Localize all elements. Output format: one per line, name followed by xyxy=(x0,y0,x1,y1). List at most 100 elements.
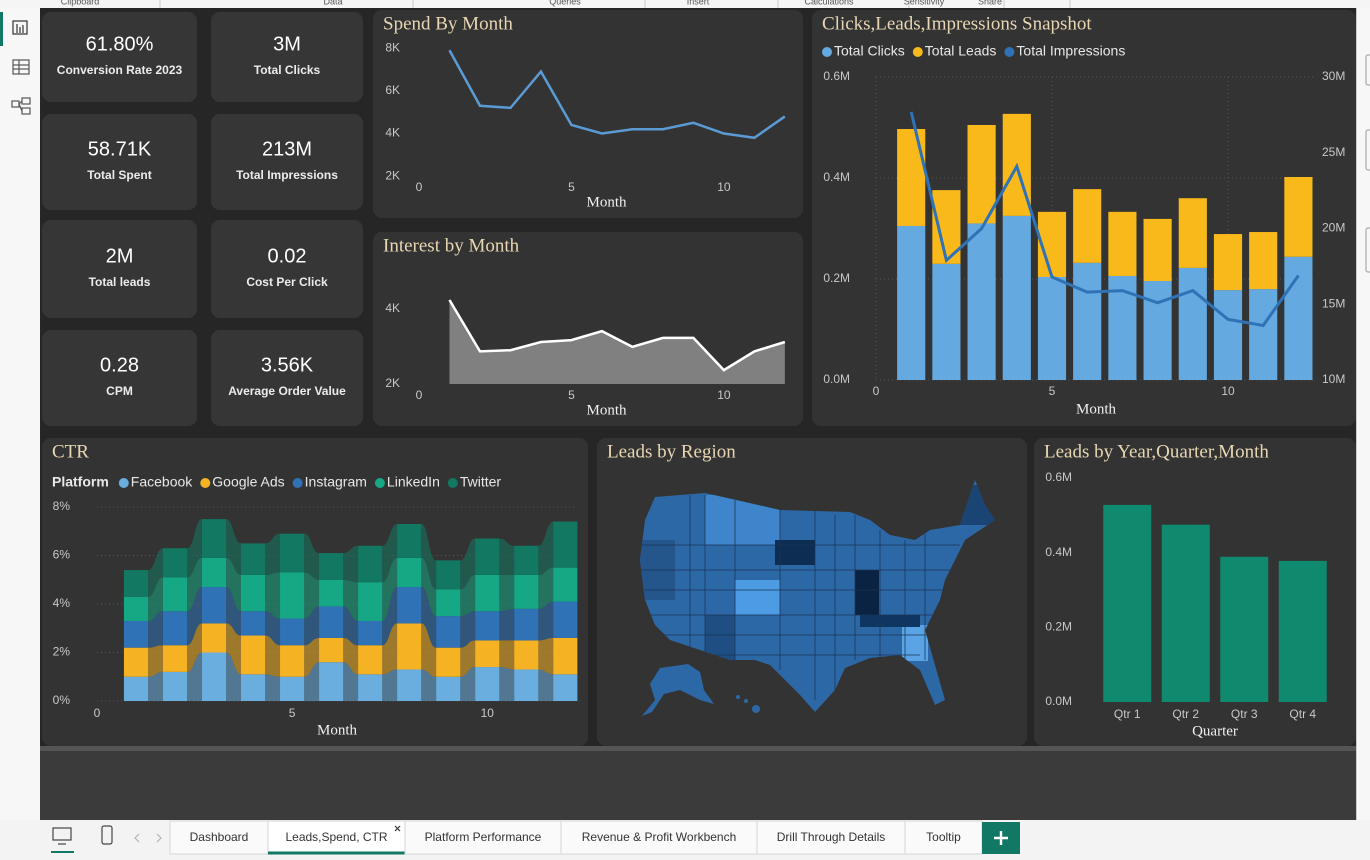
y-tick-label: 6K xyxy=(385,83,400,97)
ribbon-band xyxy=(343,545,359,583)
scroll-left[interactable] xyxy=(134,833,140,843)
pane-field[interactable] xyxy=(1365,54,1370,86)
bar-segment xyxy=(897,225,926,380)
bar-segment xyxy=(1108,211,1137,276)
pane-field[interactable] xyxy=(1365,129,1370,171)
bar xyxy=(1278,560,1327,702)
ribbon-segment xyxy=(436,589,461,617)
kpi-label: Conversion Rate 2023 xyxy=(57,63,183,77)
ribbon-band xyxy=(421,623,437,677)
bar xyxy=(1161,524,1210,702)
map-region xyxy=(860,615,920,627)
active-indicator xyxy=(0,12,3,46)
scroll-right[interactable] xyxy=(156,833,162,843)
ribbon-segment xyxy=(358,674,383,701)
ribbon-segment xyxy=(397,587,422,624)
ribbon-segment xyxy=(319,553,344,580)
ribbon-band xyxy=(148,671,163,701)
ribbon-band xyxy=(421,523,437,590)
close-tab-icon[interactable] xyxy=(394,825,401,832)
ribbon-segment xyxy=(123,570,149,597)
kpi-card xyxy=(42,330,197,426)
ribbon-segment xyxy=(319,579,344,607)
ribbon-segment xyxy=(319,662,344,701)
kpi-value: 213M xyxy=(262,138,312,160)
ribbon-segment xyxy=(475,611,500,641)
map-region xyxy=(775,540,815,565)
kpi-label: Total Impressions xyxy=(236,168,338,182)
report-view-icon[interactable] xyxy=(12,20,28,35)
ribbon-segment xyxy=(436,647,461,677)
kpi-value: 0.28 xyxy=(100,354,139,376)
legend-title: Platform xyxy=(52,474,109,490)
ribbon-band xyxy=(499,608,515,641)
legend-label: Facebook xyxy=(131,474,193,490)
ribbon-band xyxy=(499,667,515,701)
x-tick-label: Qtr 4 xyxy=(1289,707,1316,721)
ribbon-band xyxy=(304,637,320,677)
visual-panel xyxy=(373,232,803,426)
table-view-icon[interactable] xyxy=(12,59,30,75)
legend-swatch xyxy=(1004,47,1015,57)
page-tab-label: Leads,Spend, CTR xyxy=(285,830,387,844)
bar-segment xyxy=(1284,256,1313,380)
kpi-card xyxy=(42,114,197,210)
bar-segment xyxy=(897,129,926,226)
mobile-view-icon[interactable] xyxy=(101,825,113,845)
kpi-card xyxy=(211,330,363,426)
ribbon-band xyxy=(226,587,241,636)
kpi-value: 3.56K xyxy=(261,354,314,376)
ribbon-segment xyxy=(123,676,149,701)
ribbon-segment xyxy=(397,557,422,588)
kpi-label: Total Spent xyxy=(87,168,151,182)
left-nav xyxy=(0,8,40,820)
ribbon-segment xyxy=(280,645,305,677)
ribbon-band xyxy=(187,557,202,612)
ribbon-band xyxy=(265,572,281,619)
ribbon-segment xyxy=(397,523,422,558)
bar-segment xyxy=(1178,198,1207,268)
x-tick-label: 5 xyxy=(568,388,575,402)
y2-tick-label: 30M xyxy=(1322,69,1345,83)
ribbon-segment xyxy=(397,669,422,701)
pane-field[interactable] xyxy=(1365,227,1370,273)
canvas-edge xyxy=(40,746,1356,751)
y-tick-label: 0.6M xyxy=(1045,470,1072,484)
visual-title: CTR xyxy=(52,441,89,462)
kpi-value: 58.71K xyxy=(88,138,152,160)
desktop-view-icon[interactable] xyxy=(52,827,72,845)
bar-segment xyxy=(1073,189,1102,263)
ribbon-band xyxy=(460,640,476,677)
ribbon-band xyxy=(499,574,515,612)
ribbon-band xyxy=(538,669,554,701)
y2-tick-label: 10M xyxy=(1322,372,1345,386)
map-region xyxy=(902,625,928,661)
ribbon-band xyxy=(460,611,476,648)
page-tab[interactable] xyxy=(904,820,983,855)
legend-label: Total Impressions xyxy=(1016,43,1125,59)
ribbon-segment xyxy=(514,608,539,641)
ribbon-band xyxy=(421,587,437,648)
y2-tick-label: 25M xyxy=(1322,145,1345,159)
ribbon-segment xyxy=(358,645,383,675)
ribbon-segment xyxy=(201,652,227,701)
kpi-label: Average Order Value xyxy=(228,384,346,398)
ribbon-band xyxy=(187,587,202,646)
kpi-label: Total leads xyxy=(89,275,151,289)
kpi-card xyxy=(211,220,363,318)
visual-panel xyxy=(373,10,803,218)
page-tab-label: Revenue & Profit Workbench xyxy=(582,830,737,844)
y-tick-label: 0.0M xyxy=(1045,694,1072,708)
page-tab[interactable] xyxy=(560,820,758,855)
ribbon-segment xyxy=(162,577,188,612)
ribbon-band xyxy=(226,557,241,612)
ribbon-band xyxy=(304,533,320,580)
model-view-icon[interactable] xyxy=(11,97,31,115)
ribbon-segment xyxy=(162,645,188,672)
bar xyxy=(1220,556,1269,702)
legend-label: Google Ads xyxy=(212,474,284,490)
ribbon-band xyxy=(460,667,476,701)
ribbon-segment xyxy=(241,635,266,675)
ribbon-segment xyxy=(514,669,539,701)
map-region xyxy=(705,615,735,660)
